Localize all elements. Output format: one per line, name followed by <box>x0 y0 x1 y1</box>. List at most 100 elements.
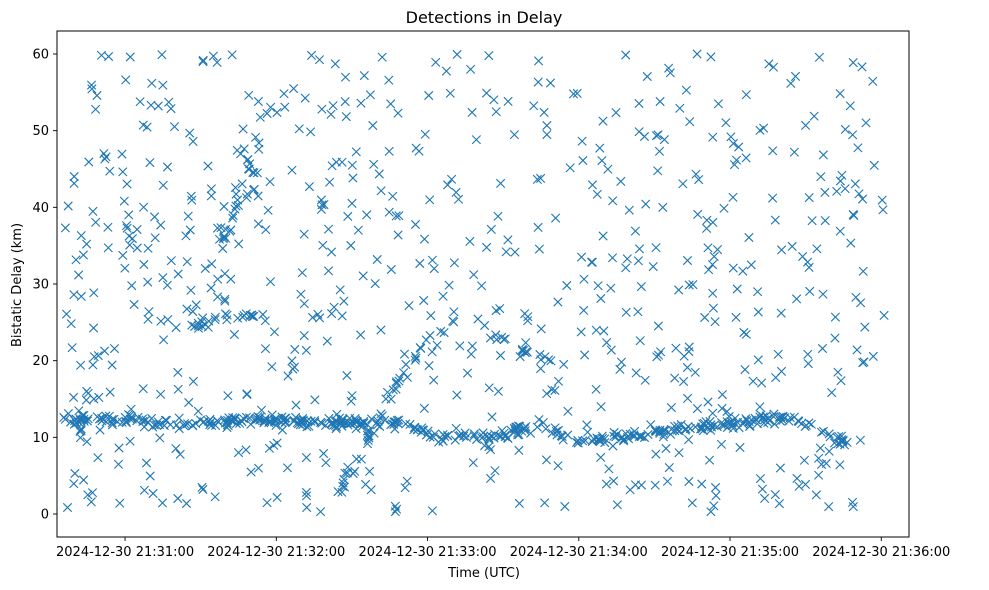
detection-point <box>804 193 814 203</box>
detection-point <box>484 433 494 443</box>
detection-point <box>322 336 332 346</box>
detection-point <box>812 244 822 254</box>
detection-point <box>60 223 70 233</box>
detection-point <box>121 418 131 428</box>
detection-point <box>219 201 229 212</box>
detection-point <box>361 479 371 489</box>
detection-point <box>304 182 314 192</box>
detection-point <box>62 502 73 513</box>
detection-point <box>272 107 282 118</box>
detection-point <box>242 189 252 199</box>
detection-point <box>308 312 318 323</box>
detection-point <box>583 427 593 437</box>
detection-point <box>717 390 727 400</box>
detection-point <box>138 384 148 394</box>
detection-point <box>184 397 194 408</box>
detection-point <box>486 224 496 234</box>
detection-point <box>393 108 403 118</box>
detection-point <box>770 419 780 429</box>
detection-point <box>145 471 155 481</box>
detection-point <box>310 417 320 427</box>
detection-point <box>481 88 492 98</box>
detection-point <box>83 490 93 500</box>
detection-point <box>218 234 228 244</box>
detection-point <box>153 101 163 111</box>
detection-point <box>63 201 73 211</box>
detection-point <box>625 485 635 495</box>
detection-point <box>728 192 738 202</box>
detection-point <box>741 90 751 100</box>
detection-point <box>818 289 828 299</box>
detection-point <box>741 153 751 163</box>
detection-point <box>198 57 208 67</box>
detection-point <box>74 270 84 280</box>
detection-point <box>850 179 860 189</box>
detection-point <box>384 75 394 85</box>
detection-point <box>830 312 840 322</box>
detection-point <box>173 367 183 377</box>
detection-point <box>137 414 147 424</box>
detection-point <box>634 98 644 109</box>
detection-point <box>329 302 339 312</box>
detection-point <box>740 365 750 375</box>
detection-point <box>692 404 702 414</box>
detection-point <box>494 431 504 441</box>
detection-point <box>237 417 247 427</box>
detection-point <box>536 364 546 374</box>
detection-point <box>582 420 592 430</box>
detection-point <box>653 321 663 331</box>
detection-point <box>523 312 533 322</box>
detection-point <box>454 431 464 441</box>
detection-point <box>664 463 674 473</box>
detection-point <box>803 349 813 359</box>
detection-point <box>675 103 685 113</box>
detection-point <box>296 289 306 299</box>
detection-point <box>343 211 353 221</box>
detection-point <box>455 430 465 441</box>
detection-point <box>183 211 193 221</box>
detection-point <box>250 416 260 426</box>
detection-point <box>150 233 160 243</box>
detection-point <box>768 146 778 156</box>
detection-point <box>650 480 660 490</box>
detection-point <box>306 416 316 426</box>
detection-point <box>596 293 606 304</box>
detection-point <box>547 385 557 395</box>
detection-point <box>587 257 597 267</box>
detection-point <box>568 89 579 99</box>
detection-point <box>674 285 684 295</box>
detection-point <box>748 376 758 386</box>
detection-point <box>800 479 811 489</box>
detection-point <box>207 259 217 269</box>
detection-point <box>709 420 719 431</box>
detection-point <box>173 269 183 279</box>
detection-point <box>731 312 741 322</box>
detection-point <box>347 391 357 401</box>
detection-point <box>682 362 692 373</box>
detection-point <box>485 333 496 343</box>
detection-point <box>499 428 509 438</box>
detection-point <box>685 117 695 127</box>
detection-point <box>416 343 426 353</box>
detection-point <box>580 350 590 360</box>
detection-point <box>208 51 218 61</box>
detection-point <box>534 56 544 66</box>
detection-point <box>299 299 309 309</box>
detection-point <box>641 199 651 209</box>
detection-point <box>98 414 108 424</box>
detection-point <box>310 416 320 426</box>
x-tick-label: 2024-12-30 21:33:00 <box>359 545 497 560</box>
detection-point <box>603 164 613 174</box>
detection-point <box>253 412 263 422</box>
detection-point <box>707 260 718 270</box>
detection-point <box>105 166 115 176</box>
detection-point <box>592 189 602 199</box>
detection-point <box>543 355 554 365</box>
detection-point <box>76 291 86 301</box>
detection-point <box>404 301 414 311</box>
detection-point <box>658 202 668 212</box>
detection-point <box>774 499 784 509</box>
detection-point <box>392 415 402 426</box>
detection-point <box>452 390 462 400</box>
detection-point <box>857 62 867 72</box>
